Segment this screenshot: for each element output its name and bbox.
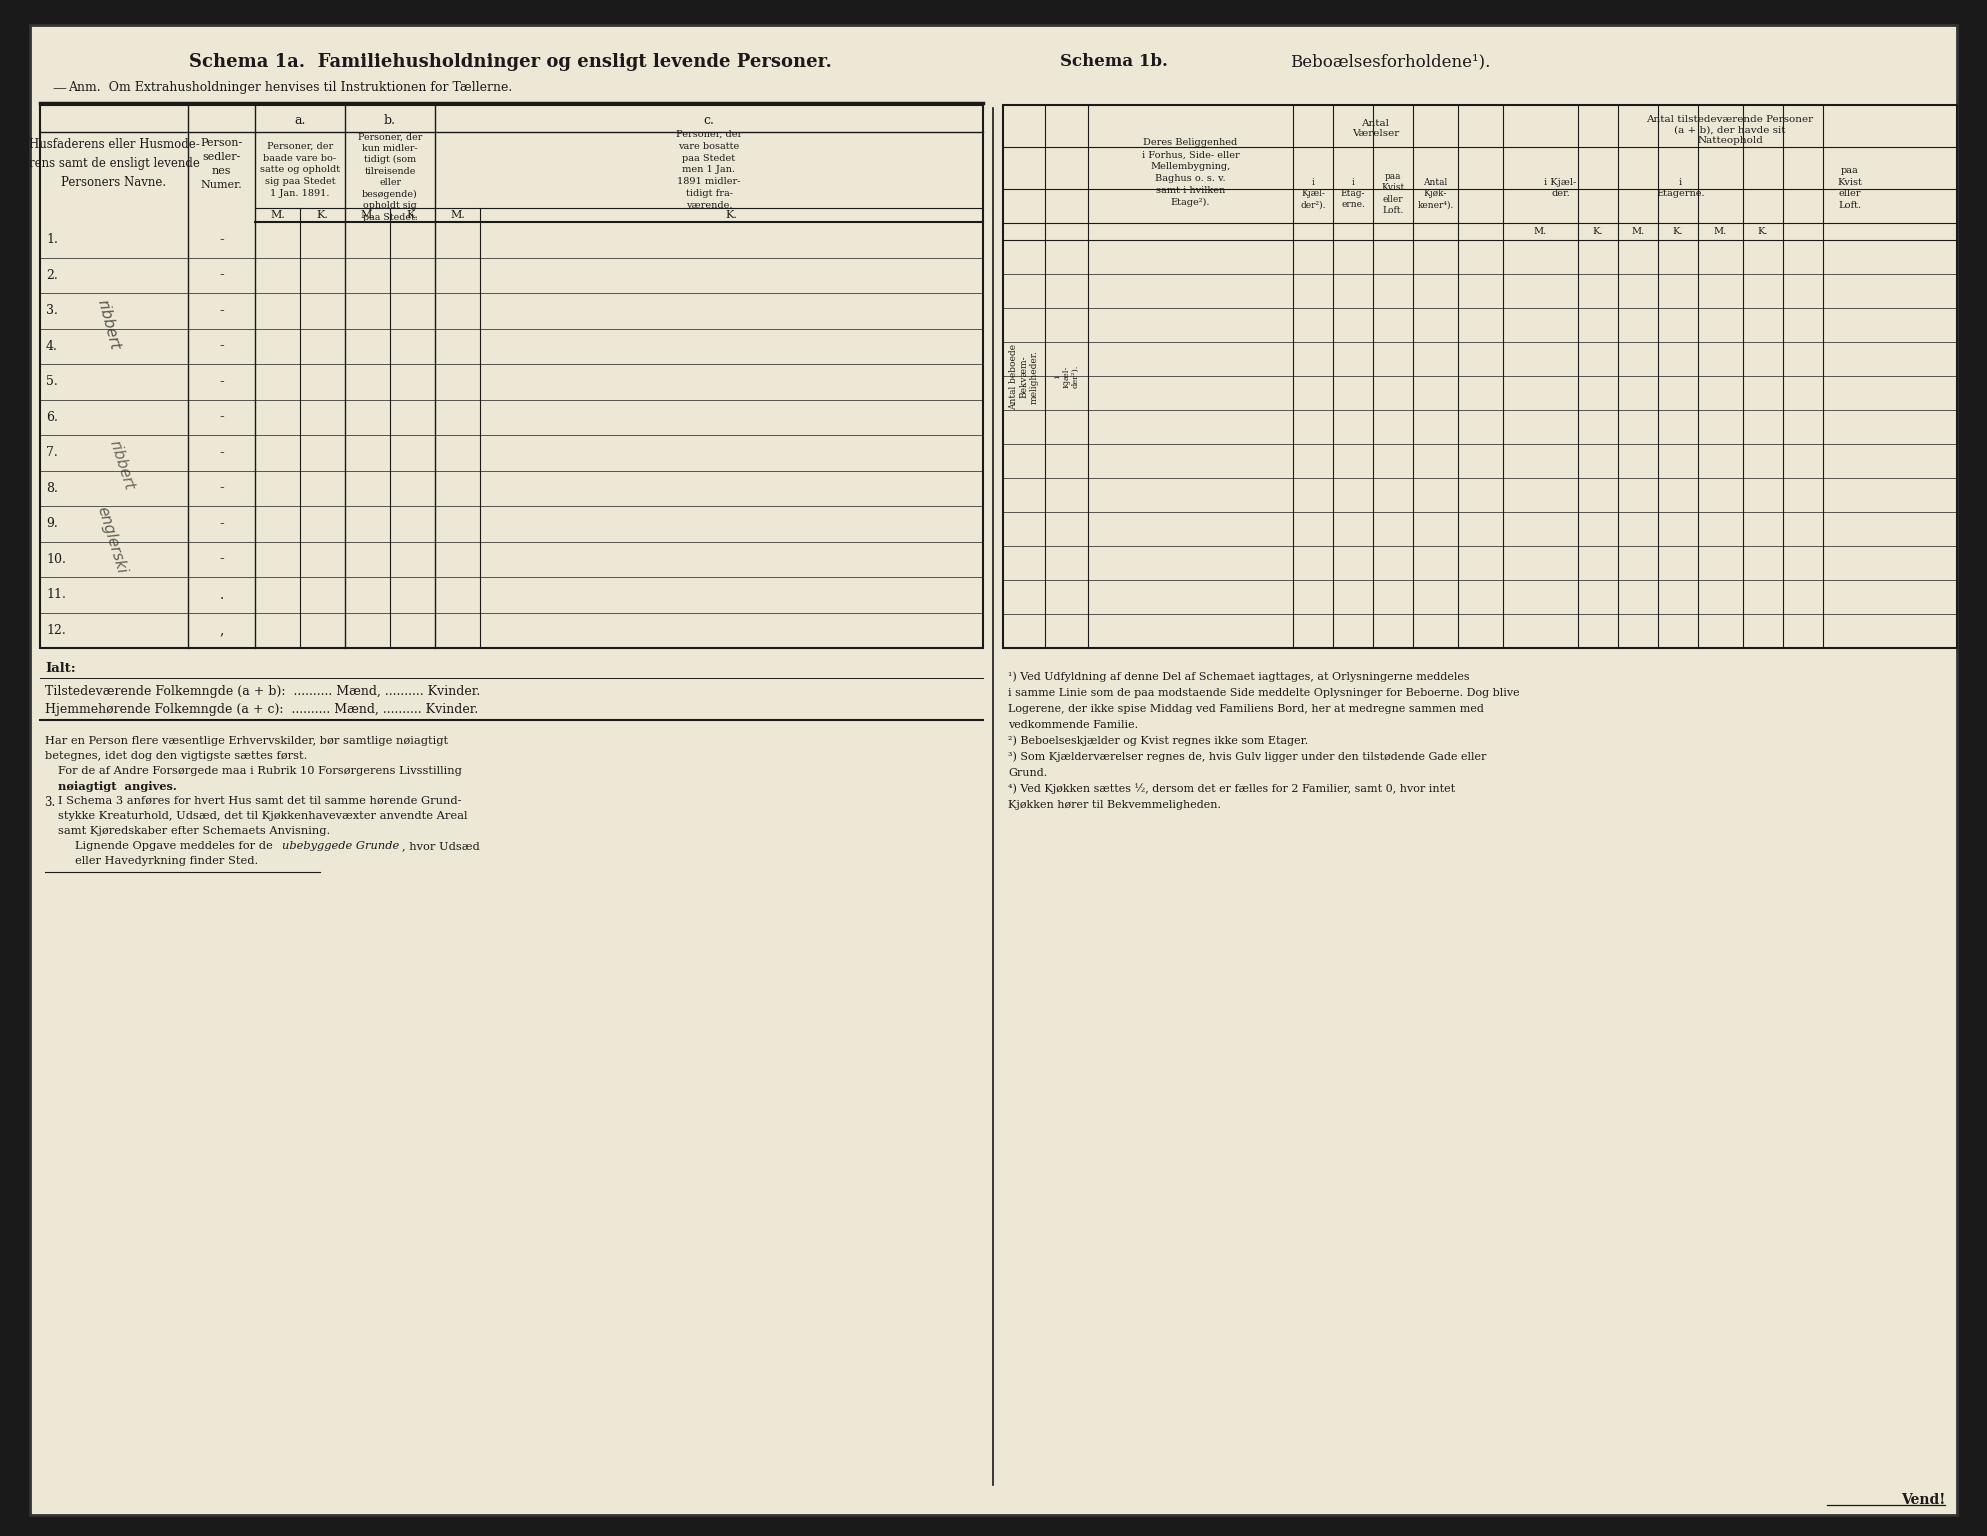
Text: Antal
Kjøk-
kener⁴).: Antal Kjøk- kener⁴). [1417,178,1454,209]
Text: ⁴) Ved Kjøkken sættes ½, dersom det er fælles for 2 Familier, samt 0, hvor intet: ⁴) Ved Kjøkken sættes ½, dersom det er f… [1007,783,1454,794]
Text: i
Etag-
erne.: i Etag- erne. [1341,178,1365,209]
Text: -: - [219,339,225,353]
Text: I Schema 3 anføres for hvert Hus samt det til samme hørende Grund-: I Schema 3 anføres for hvert Hus samt de… [58,796,461,806]
Text: i Kjæl-
der.: i Kjæl- der. [1544,178,1576,198]
Text: paa
Kvist
eller
Loft.: paa Kvist eller Loft. [1838,166,1862,210]
Text: 11.: 11. [46,588,66,601]
Text: stykke Kreaturhold, Udsæd, det til Kjøkkenhavevæxter anvendte Areal: stykke Kreaturhold, Udsæd, det til Kjøkk… [58,811,467,822]
Text: Husfaderens eller Husmode-
rens samt de ensligt levende
Personers Navne.: Husfaderens eller Husmode- rens samt de … [28,138,199,189]
Text: K.: K. [316,210,328,220]
Text: K.: K. [1758,227,1768,237]
Text: Deres Beliggenhed
i Forhus, Side- eller
Mellembygning,
Baghus o. s. v.
samt i hv: Deres Beliggenhed i Forhus, Side- eller … [1143,138,1240,206]
Text: Antal
Værelser: Antal Værelser [1351,118,1399,138]
Text: M.: M. [1631,227,1645,237]
Text: samt Kjøredskaber efter Schemaets Anvisning.: samt Kjøredskaber efter Schemaets Anvisn… [58,826,330,836]
Text: Grund.: Grund. [1007,768,1047,779]
Text: Vend!: Vend! [1902,1493,1945,1507]
Text: 12.: 12. [46,624,66,637]
Text: Beboælsesforholdene¹).: Beboælsesforholdene¹). [1290,54,1490,71]
Text: -: - [219,481,225,495]
Text: Person-
sedler-
nes
Numer.: Person- sedler- nes Numer. [201,138,242,189]
Text: M.: M. [1715,227,1727,237]
Text: ¹) Ved Udfyldning af denne Del af Schemaet iagttages, at Orlysningerne meddeles: ¹) Ved Udfyldning af denne Del af Schema… [1007,671,1470,682]
Text: 8.: 8. [46,482,58,495]
Text: ,: , [219,624,225,637]
Text: 9.: 9. [46,518,58,530]
Text: 3.: 3. [44,796,56,809]
Text: 7.: 7. [46,447,58,459]
Text: Schema 1a.  Familiehusholdninger og ensligt levende Personer.: Schema 1a. Familiehusholdninger og ensli… [189,54,831,71]
Text: -: - [219,375,225,389]
Text: 4.: 4. [46,339,58,353]
Text: M.: M. [451,210,465,220]
Text: 2.: 2. [46,269,58,281]
Text: Personer, der
baade vare bo-
satte og opholdt
sig paa Stedet
1 Jan. 1891.: Personer, der baade vare bo- satte og op… [260,141,340,198]
Text: Anm.  Om Extrahusholdninger henvises til Instruktionen for Tællerne.: Anm. Om Extrahusholdninger henvises til … [68,81,513,95]
Text: -: - [219,304,225,318]
Text: -: - [219,516,225,531]
Text: -: - [219,445,225,459]
Text: Personer, der
vare bosatte
paa Stedet
men 1 Jan.
1891 midler-
tidigt fra-
værend: Personer, der vare bosatte paa Stedet me… [676,131,741,210]
Text: Kjøkken hører til Bekvemmeligheden.: Kjøkken hører til Bekvemmeligheden. [1007,800,1220,809]
Text: K.: K. [1673,227,1683,237]
Text: K.: K. [407,210,419,220]
Text: ²) Beboelseskjælder og Kvist regnes ikke som Etager.: ²) Beboelseskjælder og Kvist regnes ikke… [1007,736,1307,746]
Text: betegnes, idet dog den vigtigste sættes først.: betegnes, idet dog den vigtigste sættes … [46,751,308,760]
Bar [40,104,984,648]
Text: 1.: 1. [46,233,58,246]
Text: ribbert: ribbert [107,438,137,492]
Text: i samme Linie som de paa modstaende Side meddelte Oplysninger for Beboerne. Dog : i samme Linie som de paa modstaende Side… [1007,688,1520,697]
Text: 6.: 6. [46,410,58,424]
Text: Ialt:: Ialt: [46,662,76,674]
Text: Antal tilstedeværende Personer
(a + b), der havde sit
Natteophold: Antal tilstedeværende Personer (a + b), … [1647,115,1814,144]
Text: c.: c. [703,114,715,127]
Text: 5.: 5. [46,375,58,389]
Text: englerski: englerski [95,504,129,576]
Text: Personer, der
kun midler-
tidigt (som
tilreisende
eller
besøgende)
opholdt sig
p: Personer, der kun midler- tidigt (som ti… [358,132,421,221]
Text: b.: b. [383,114,395,127]
Text: i
Kjæl-
der²).: i Kjæl- der²). [1053,366,1079,389]
Text: -: - [219,410,225,424]
Text: Schema 1b.: Schema 1b. [1059,54,1168,71]
Text: vedkommende Familie.: vedkommende Familie. [1007,720,1139,730]
Text: 10.: 10. [46,553,66,565]
Text: ubebyggede Grunde: ubebyggede Grunde [282,842,399,851]
Text: eller Havedyrkning finder Sted.: eller Havedyrkning finder Sted. [76,856,258,866]
Text: .: . [219,588,225,602]
Text: M.: M. [1534,227,1548,237]
Text: -: - [219,233,225,247]
Text: paa
Kvist
eller
Loft.: paa Kvist eller Loft. [1381,172,1405,215]
Text: -: - [219,269,225,283]
Text: M.: M. [270,210,284,220]
Text: i
Kjæl-
der²).: i Kjæl- der²). [1299,178,1325,209]
Text: For de af Andre Forsørgede maa i Rubrik 10 Forsørgerens Livsstilling: For de af Andre Forsørgede maa i Rubrik … [58,766,461,776]
Text: Lignende Opgave meddeles for de: Lignende Opgave meddeles for de [76,842,276,851]
Bar [1003,104,1957,648]
Text: ribbert: ribbert [93,298,121,352]
Text: Logerene, der ikke spise Middag ved Familiens Bord, her at medregne sammen med: Logerene, der ikke spise Middag ved Fami… [1007,703,1484,714]
Text: -: - [219,553,225,567]
Text: 3.: 3. [46,304,58,318]
Text: ³) Som Kjælderværelser regnes de, hvis Gulv ligger under den tilstødende Gade el: ³) Som Kjælderværelser regnes de, hvis G… [1007,751,1486,762]
Text: nøiagtigt  angives.: nøiagtigt angives. [58,780,177,793]
Text: i
Etagerne.: i Etagerne. [1657,178,1705,198]
Text: Har en Person flere væsentlige Erhvervskilder, bør samtlige nøiagtigt: Har en Person flere væsentlige Erhvervsk… [46,736,449,746]
Text: , hvor Udsæd: , hvor Udsæd [401,842,479,851]
Text: K.: K. [725,210,737,220]
Text: a.: a. [294,114,306,127]
Text: —: — [52,81,66,95]
Text: Hjemmehørende Folkemngde (a + c):  .......... Mænd, .......... Kvinder.: Hjemmehørende Folkemngde (a + c): ......… [46,703,479,716]
Text: Antal beboede
Bekvæm-
meligheder.: Antal beboede Bekvæm- meligheder. [1009,344,1039,410]
Text: Tilstedeværende Folkemngde (a + b):  .......... Mænd, .......... Kvinder.: Tilstedeværende Folkemngde (a + b): ....… [46,685,481,699]
Text: M.: M. [360,210,376,220]
Text: K.: K. [1594,227,1604,237]
